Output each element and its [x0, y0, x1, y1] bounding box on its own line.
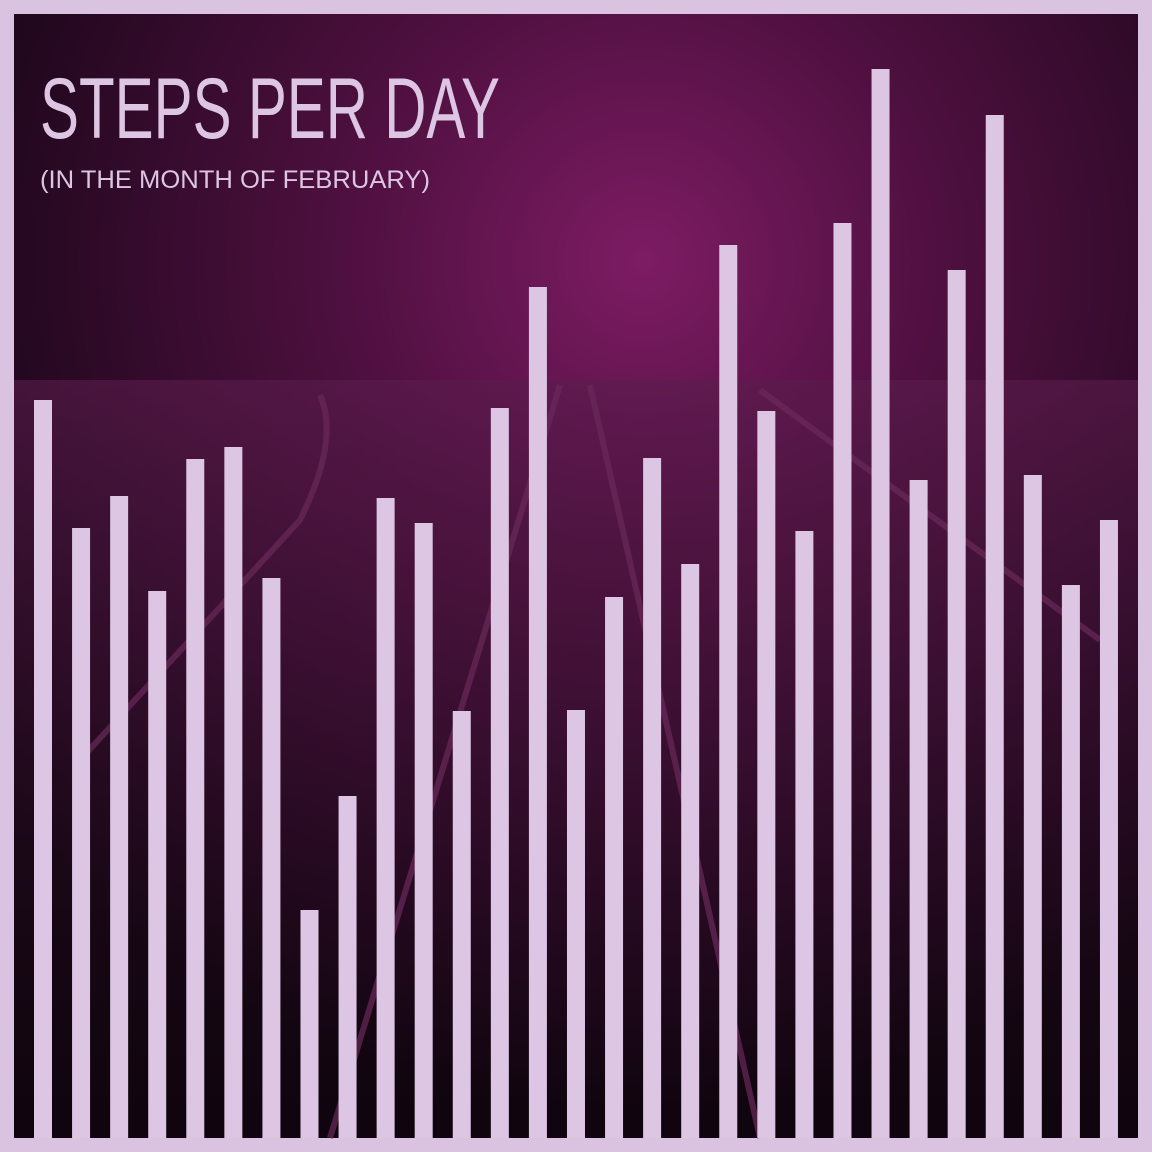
chart-title: STEPS PER DAY [40, 61, 500, 157]
bar [681, 564, 700, 1138]
bar [605, 597, 624, 1138]
bar [72, 528, 91, 1138]
bar [338, 796, 357, 1138]
bar [452, 711, 471, 1138]
bar [871, 69, 890, 1138]
bar [985, 115, 1004, 1138]
bar [186, 459, 205, 1138]
bar [490, 408, 509, 1138]
rail-tracks [77, 384, 1102, 1139]
bars [34, 69, 1118, 1138]
bar [1061, 585, 1080, 1138]
bar [528, 287, 547, 1138]
bar [376, 498, 395, 1138]
bar [757, 411, 776, 1138]
chart-subtitle: (IN THE MONTH OF FEBRUARY) [40, 166, 430, 194]
bar [34, 400, 52, 1138]
bar [795, 531, 814, 1138]
bar [1099, 520, 1118, 1138]
bar [566, 710, 585, 1138]
bar [110, 496, 129, 1138]
bar [300, 910, 319, 1138]
bar [719, 245, 738, 1138]
bar [148, 591, 167, 1138]
bar [224, 447, 243, 1138]
bar [1023, 475, 1042, 1138]
bar [262, 578, 281, 1138]
bar [947, 270, 966, 1138]
bar [833, 223, 852, 1138]
bar [643, 458, 662, 1138]
bar [909, 480, 928, 1138]
bar [414, 523, 433, 1138]
